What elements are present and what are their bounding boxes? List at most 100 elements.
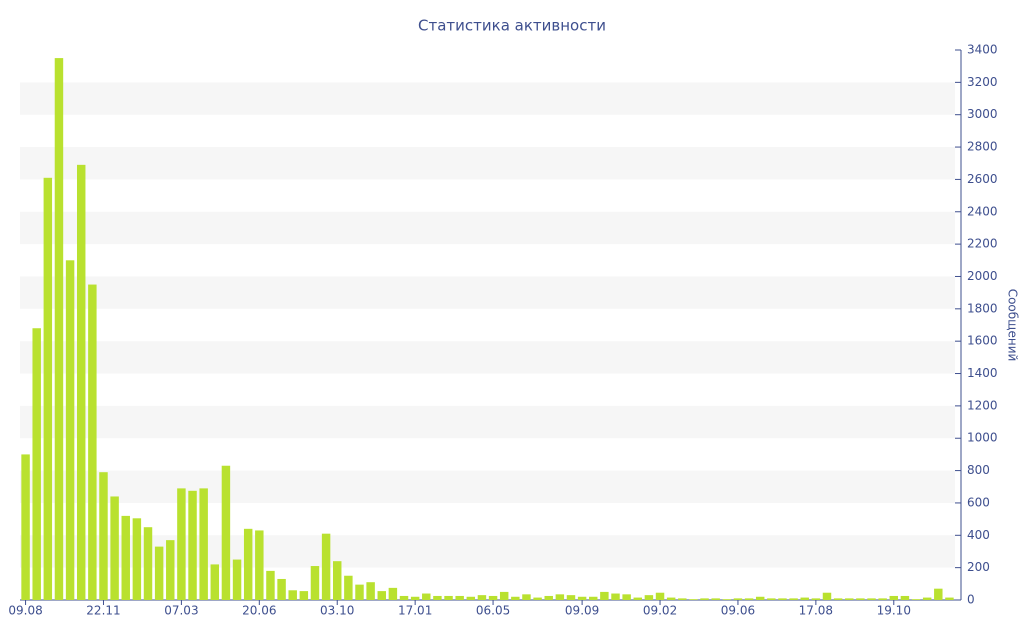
x-tick-label: 20.06 [242, 604, 276, 618]
bar [789, 598, 798, 600]
bar [333, 561, 342, 600]
bar [666, 597, 676, 600]
bar [845, 598, 854, 600]
x-tick-label: 22.11 [86, 604, 120, 618]
y-tick-label: 200 [967, 560, 990, 574]
bar [433, 595, 442, 600]
bar [188, 490, 197, 600]
bar [444, 595, 453, 600]
y-tick-label: 3400 [967, 43, 998, 57]
bar [99, 472, 108, 600]
bar [867, 598, 876, 600]
bar [488, 595, 498, 600]
y-tick-label: 1600 [967, 334, 998, 348]
bar [88, 284, 97, 600]
bar [177, 488, 186, 600]
y-tick-label: 2000 [967, 269, 998, 283]
bar [499, 591, 509, 600]
y-tick-label: 1000 [967, 431, 998, 445]
bar [410, 596, 420, 600]
bar [655, 592, 665, 600]
bar [221, 465, 231, 600]
bar [822, 592, 832, 600]
x-tick-label: 19.10 [877, 604, 911, 618]
bar [811, 598, 821, 600]
bar [922, 597, 932, 600]
bar [388, 587, 398, 600]
bar [566, 595, 576, 600]
bar [243, 528, 253, 600]
bar [611, 593, 620, 600]
bar [143, 527, 153, 600]
x-tick-label: 07.03 [164, 604, 198, 618]
bar [43, 177, 53, 600]
bar [377, 591, 386, 600]
bar [65, 260, 75, 600]
y-tick-label: 3000 [967, 107, 998, 121]
bar [744, 598, 754, 600]
bar [644, 595, 654, 600]
grid-band [20, 405, 955, 439]
grid-band [20, 276, 955, 309]
bar [889, 595, 899, 600]
bar [154, 546, 164, 600]
bar [800, 597, 809, 600]
y-axis-title: Сообщений [1006, 289, 1020, 362]
bar [600, 591, 609, 600]
bar [422, 593, 431, 600]
bar [878, 598, 887, 600]
bar [733, 598, 743, 600]
bar [288, 590, 297, 600]
bar [522, 594, 531, 600]
bar [210, 564, 220, 600]
bar [54, 58, 64, 600]
bar [544, 595, 553, 600]
bar [121, 515, 130, 600]
bar [477, 595, 487, 600]
bar [511, 596, 520, 600]
bar [132, 518, 142, 600]
bar [355, 584, 364, 600]
bar [455, 595, 464, 600]
chart-title: Статистика активности [418, 17, 606, 35]
bar [555, 594, 565, 600]
bar [255, 530, 264, 600]
bar [700, 598, 709, 600]
bar [299, 591, 309, 600]
grid-band [20, 470, 955, 503]
y-tick-label: 2800 [967, 140, 998, 154]
bar [466, 596, 476, 600]
bar [577, 596, 587, 600]
bar [678, 598, 687, 600]
x-tick-label: 09.06 [721, 604, 755, 618]
y-tick-label: 2400 [967, 204, 998, 218]
bar [366, 582, 375, 600]
x-tick-label: 09.09 [565, 604, 599, 618]
bar [945, 597, 954, 600]
x-tick-label: 03.10 [320, 604, 354, 618]
grid-band [20, 82, 955, 115]
bar [76, 164, 86, 600]
bar [399, 595, 409, 600]
bar [277, 578, 286, 600]
bar [589, 596, 598, 600]
y-tick-label: 0 [967, 593, 975, 607]
bar [633, 597, 642, 600]
bar [689, 599, 698, 600]
bar [622, 594, 631, 600]
bar [32, 328, 41, 600]
grid-band [20, 211, 955, 245]
y-tick-label: 2600 [967, 172, 998, 186]
grid-band [20, 341, 955, 374]
x-tick-label: 17.01 [398, 604, 432, 618]
bar [344, 575, 353, 600]
y-tick-label: 3200 [967, 75, 998, 89]
y-tick-label: 1200 [967, 398, 998, 412]
y-tick-label: 2200 [967, 237, 998, 251]
y-tick-label: 400 [967, 528, 990, 542]
bar [755, 596, 765, 600]
bar [711, 598, 720, 600]
x-tick-label: 17.08 [799, 604, 833, 618]
bar [722, 599, 732, 600]
